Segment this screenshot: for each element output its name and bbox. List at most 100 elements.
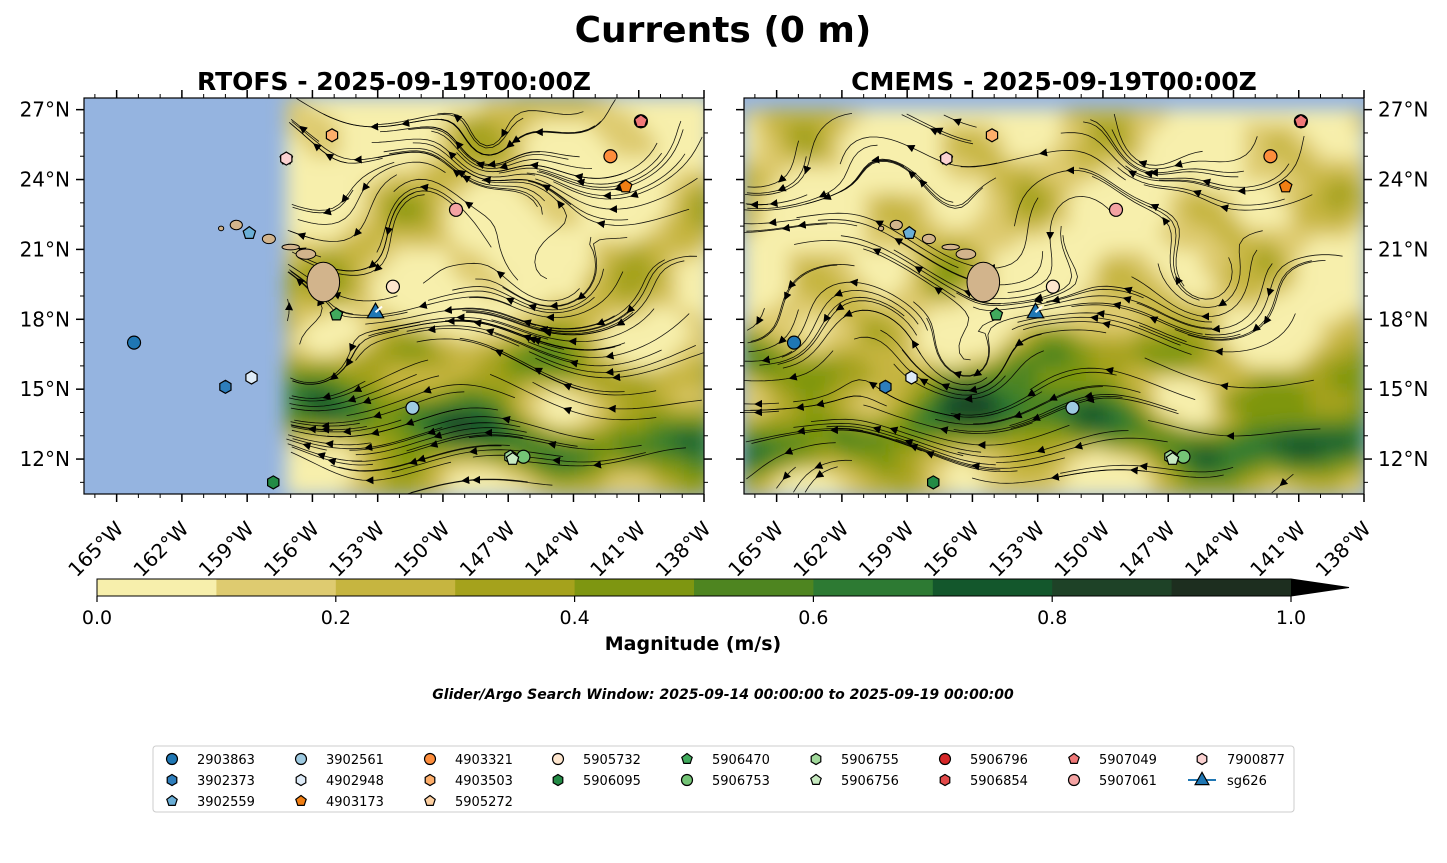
lon-tick-label: 138°W (1311, 516, 1376, 581)
colorbar-tick-label: 0.4 (559, 607, 589, 629)
legend-entry-5906854: 5906854 (939, 773, 1028, 789)
lat-tick-label: 27°N (20, 98, 70, 122)
rtofs-current-magnitude-field (286, 98, 704, 494)
platform-marker-5907061 (448, 202, 464, 217)
legend-label: 3902559 (197, 795, 255, 810)
platform-marker-3902373 (219, 379, 232, 394)
lat-tick-label: 18°N (1378, 307, 1428, 331)
legend-entry-4903321: 4903321 (423, 752, 513, 768)
rtofs-lat-ticks: 12°N 15°N 18°N 21°N 24°N 27°N (20, 98, 712, 483)
lon-tick-label: 156°W (259, 516, 324, 581)
colorbar-segment (1171, 579, 1292, 596)
platform-marker-5905732 (1045, 279, 1061, 294)
platform-marker-3902559 (902, 225, 917, 239)
lon-tick-label: 141°W (585, 516, 650, 581)
legend-label: 4903321 (455, 753, 513, 768)
lat-tick: 24°N (736, 168, 1428, 192)
colorbar-segments (96, 578, 1350, 597)
platform-marker-5906756 (1165, 451, 1180, 465)
lon-tick-label: 138°W (651, 516, 716, 581)
island-molokai (941, 243, 960, 251)
cmems-streamlines (744, 113, 1343, 494)
cmems-lat-ticks: 12°N 15°N 18°N 21°N 24°N 27°N (736, 98, 1428, 483)
legend-label: 4903503 (455, 774, 513, 789)
legend-label: sg626 (1227, 774, 1267, 789)
lat-tick-label: 15°N (20, 377, 70, 401)
lon-tick-label: 162°W (128, 516, 193, 581)
island-kauai (889, 219, 903, 231)
legend-label: 5907061 (1099, 774, 1157, 789)
lat-tick: 21°N (736, 237, 1428, 261)
platform-marker-4903173 (618, 179, 633, 193)
legend-entry-5906753: 5906753 (680, 773, 770, 789)
island-oahu (261, 233, 276, 245)
legend-entry-sg626: sg626 (1188, 771, 1267, 789)
platform-marker-5907049 (633, 114, 648, 128)
lat-tick-label: 15°N (1378, 377, 1428, 401)
legend-entry-3902561: 3902561 (294, 752, 384, 768)
lon-tick-label: 153°W (984, 516, 1049, 581)
island-hawaii (306, 261, 341, 303)
legend-label: 5906796 (970, 753, 1028, 768)
lon-tick-label: 144°W (520, 516, 585, 581)
rtofs-platform-markers (126, 114, 649, 490)
platform-marker-5905732 (385, 279, 401, 294)
colorbar-label: Magnitude (m/s) (605, 633, 782, 655)
legend-label: 7900877 (1227, 753, 1285, 768)
rtofs-panel-title: RTOFS - 2025-09-19T00:00Z (197, 67, 591, 96)
lat-tick: 21°N (20, 237, 712, 261)
lon-tick-label: 150°W (1049, 516, 1114, 581)
colorbar-tick: 0.8 (1037, 596, 1067, 629)
lon-tick-label: 150°W (389, 516, 454, 581)
colorbar-tick: 0.6 (798, 596, 829, 629)
platform-marker-3902561 (1065, 400, 1080, 415)
lon-tick-label: 153°W (324, 516, 389, 581)
platform-marker-5906095 (267, 475, 280, 490)
legend-entry-7900877: 7900877 (1196, 752, 1285, 768)
legend-label: 5907049 (1099, 753, 1157, 768)
lat-tick-label: 24°N (1378, 168, 1428, 192)
lat-tick: 12°N (20, 447, 712, 471)
cmems-magnitude-cells (744, 109, 1364, 494)
platform-marker-4903503 (325, 128, 339, 143)
platform-marker-5906095 (926, 475, 940, 490)
legend-label: 4902948 (326, 774, 384, 789)
platform-marker-3902561 (405, 400, 420, 415)
island-maui (955, 248, 977, 260)
platform-marker-5907061 (1108, 202, 1124, 217)
lon-tick-label: 147°W (455, 516, 520, 581)
legend: 2903863 3902373 3902559 3902561 4902948 49031… (152, 745, 1295, 813)
lon-tick-label: 147°W (1115, 516, 1180, 581)
legend-entry-5906755: 5906755 (810, 752, 899, 768)
lon-tick-label: 159°W (194, 516, 259, 581)
lon-tick-label: 165°W (63, 516, 128, 581)
legend-label: 5906753 (712, 774, 770, 789)
colorbar-tick: 0.0 (82, 596, 112, 629)
platform-marker-4902948 (905, 370, 918, 385)
lat-tick-label: 12°N (20, 447, 70, 471)
platform-marker-5906470 (989, 307, 1004, 321)
lat-tick: 18°N (20, 307, 712, 331)
legend-label: 5906470 (712, 753, 770, 768)
platform-marker-4902948 (245, 370, 258, 385)
colorbar-segment (813, 579, 934, 596)
legend-label: 5905272 (455, 795, 513, 810)
colorbar: 0.0 0.2 0.4 0.6 0.8 1.0 Magnitude (m/s) (82, 578, 1350, 655)
legend-entry-5907049: 5907049 (1068, 752, 1157, 768)
legend-entry-2903863: 2903863 (165, 752, 255, 768)
cmems-panel-title: CMEMS - 2025-09-19T00:00Z (851, 67, 1257, 96)
lon-tick-label: 165°W (723, 516, 788, 581)
colorbar-tick-label: 0.0 (82, 607, 112, 629)
colorbar-outline (96, 578, 1350, 597)
lat-tick-label: 18°N (20, 307, 70, 331)
legend-label: 5906095 (583, 774, 641, 789)
platform-marker-5906470 (329, 307, 344, 321)
sg626-track (374, 305, 383, 314)
colorbar-tick-label: 1.0 (1276, 607, 1306, 629)
island-maui (295, 248, 317, 260)
legend-entry-5906095: 5906095 (552, 773, 641, 789)
lat-tick-label: 24°N (20, 168, 70, 192)
lat-tick: 24°N (20, 168, 712, 192)
legend-entry-4903173: 4903173 (295, 794, 384, 810)
cmems-platform-markers (786, 114, 1309, 490)
